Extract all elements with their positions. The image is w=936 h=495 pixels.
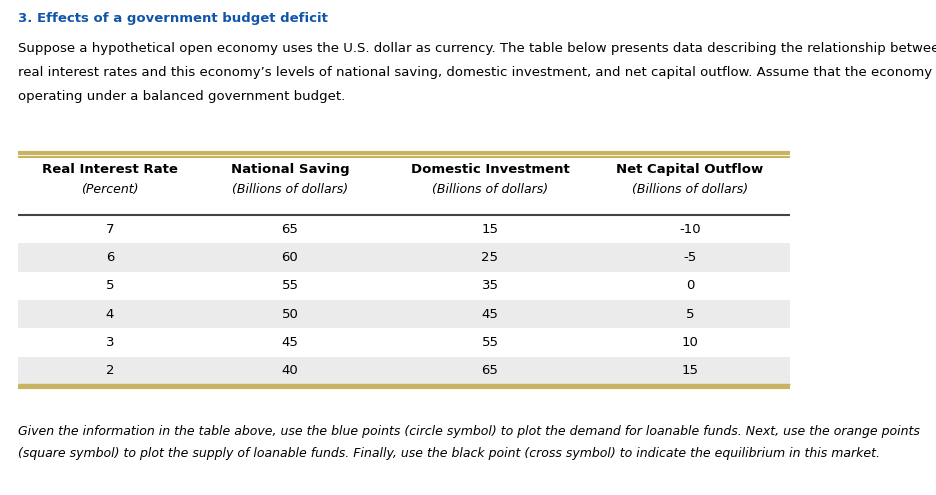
Text: 65: 65 <box>481 364 498 377</box>
Text: -5: -5 <box>682 251 695 264</box>
Text: Real Interest Rate: Real Interest Rate <box>42 163 178 176</box>
Text: (Billions of dollars): (Billions of dollars) <box>232 183 347 196</box>
Text: Suppose a hypothetical open economy uses the U.S. dollar as currency. The table : Suppose a hypothetical open economy uses… <box>18 42 936 55</box>
Text: 4: 4 <box>106 308 114 321</box>
Text: 25: 25 <box>481 251 498 264</box>
Text: 45: 45 <box>281 336 299 349</box>
Text: 35: 35 <box>481 279 498 293</box>
Text: operating under a balanced government budget.: operating under a balanced government bu… <box>18 90 344 103</box>
Text: Net Capital Outflow: Net Capital Outflow <box>616 163 763 176</box>
Text: 50: 50 <box>281 308 299 321</box>
Text: 55: 55 <box>481 336 498 349</box>
Text: Given the information in the table above, use the blue points (circle symbol) to: Given the information in the table above… <box>18 425 919 438</box>
Text: 45: 45 <box>481 308 498 321</box>
Text: real interest rates and this economy’s levels of national saving, domestic inves: real interest rates and this economy’s l… <box>18 66 936 79</box>
Text: 65: 65 <box>281 223 299 236</box>
Text: 5: 5 <box>106 279 114 293</box>
Text: National Saving: National Saving <box>230 163 349 176</box>
Text: 40: 40 <box>282 364 298 377</box>
Text: Domestic Investment: Domestic Investment <box>410 163 569 176</box>
Text: (Billions of dollars): (Billions of dollars) <box>631 183 747 196</box>
Text: 3. Effects of a government budget deficit: 3. Effects of a government budget defici… <box>18 12 328 25</box>
Bar <box>18 300 789 328</box>
Bar <box>18 357 789 385</box>
Text: (Billions of dollars): (Billions of dollars) <box>431 183 548 196</box>
Text: 2: 2 <box>106 364 114 377</box>
Text: 10: 10 <box>680 336 697 349</box>
Text: (square symbol) to plot the supply of loanable funds. Finally, use the black poi: (square symbol) to plot the supply of lo… <box>18 447 879 460</box>
Text: 15: 15 <box>481 223 498 236</box>
Text: 0: 0 <box>685 279 694 293</box>
Text: 55: 55 <box>281 279 299 293</box>
Text: 7: 7 <box>106 223 114 236</box>
Text: 3: 3 <box>106 336 114 349</box>
Text: 60: 60 <box>282 251 298 264</box>
Text: 6: 6 <box>106 251 114 264</box>
Text: 5: 5 <box>685 308 694 321</box>
Bar <box>18 244 789 272</box>
Text: 15: 15 <box>680 364 697 377</box>
Text: -10: -10 <box>679 223 700 236</box>
Text: (Percent): (Percent) <box>81 183 139 196</box>
